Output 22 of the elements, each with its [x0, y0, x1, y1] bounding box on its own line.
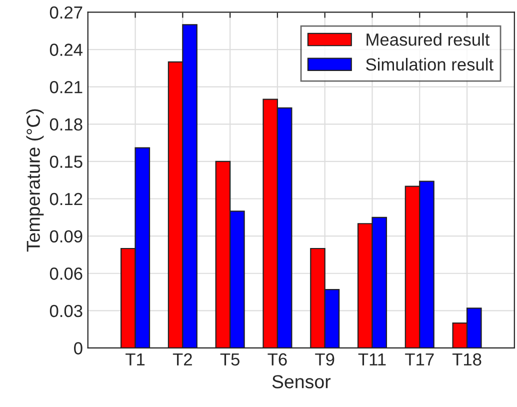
legend-label: Simulation result: [366, 58, 494, 71]
y-tick-label: 0.24: [50, 44, 83, 56]
y-tick-label: 0.27: [50, 6, 82, 19]
x-tick-label: T17: [405, 353, 434, 366]
y-tick-label: 0: [74, 342, 82, 354]
x-tick-label: T1: [126, 353, 145, 366]
x-tick-label: T18: [452, 353, 482, 366]
y-tick-label: 0.21: [50, 80, 82, 94]
x-tick-label: T11: [358, 353, 386, 366]
y-tick-label: 0.15: [50, 156, 82, 168]
y-tick-label: 0.18: [50, 118, 82, 131]
y-tick-label: 0.03: [50, 304, 82, 318]
y-tick-label: 0.12: [50, 192, 82, 206]
legend-label: Measured result: [366, 33, 490, 46]
x-tick-label: T5: [220, 353, 240, 366]
x-tick-label: T9: [315, 353, 334, 366]
x-tick-label: T2: [172, 353, 192, 366]
y-axis-title: Temperature (°C): [26, 109, 44, 252]
y-tick-label: 0.06: [50, 268, 82, 280]
y-tick-label: 0.09: [50, 230, 82, 243]
x-tick-label: T6: [268, 353, 287, 366]
x-axis-title: Sensor: [272, 375, 331, 388]
